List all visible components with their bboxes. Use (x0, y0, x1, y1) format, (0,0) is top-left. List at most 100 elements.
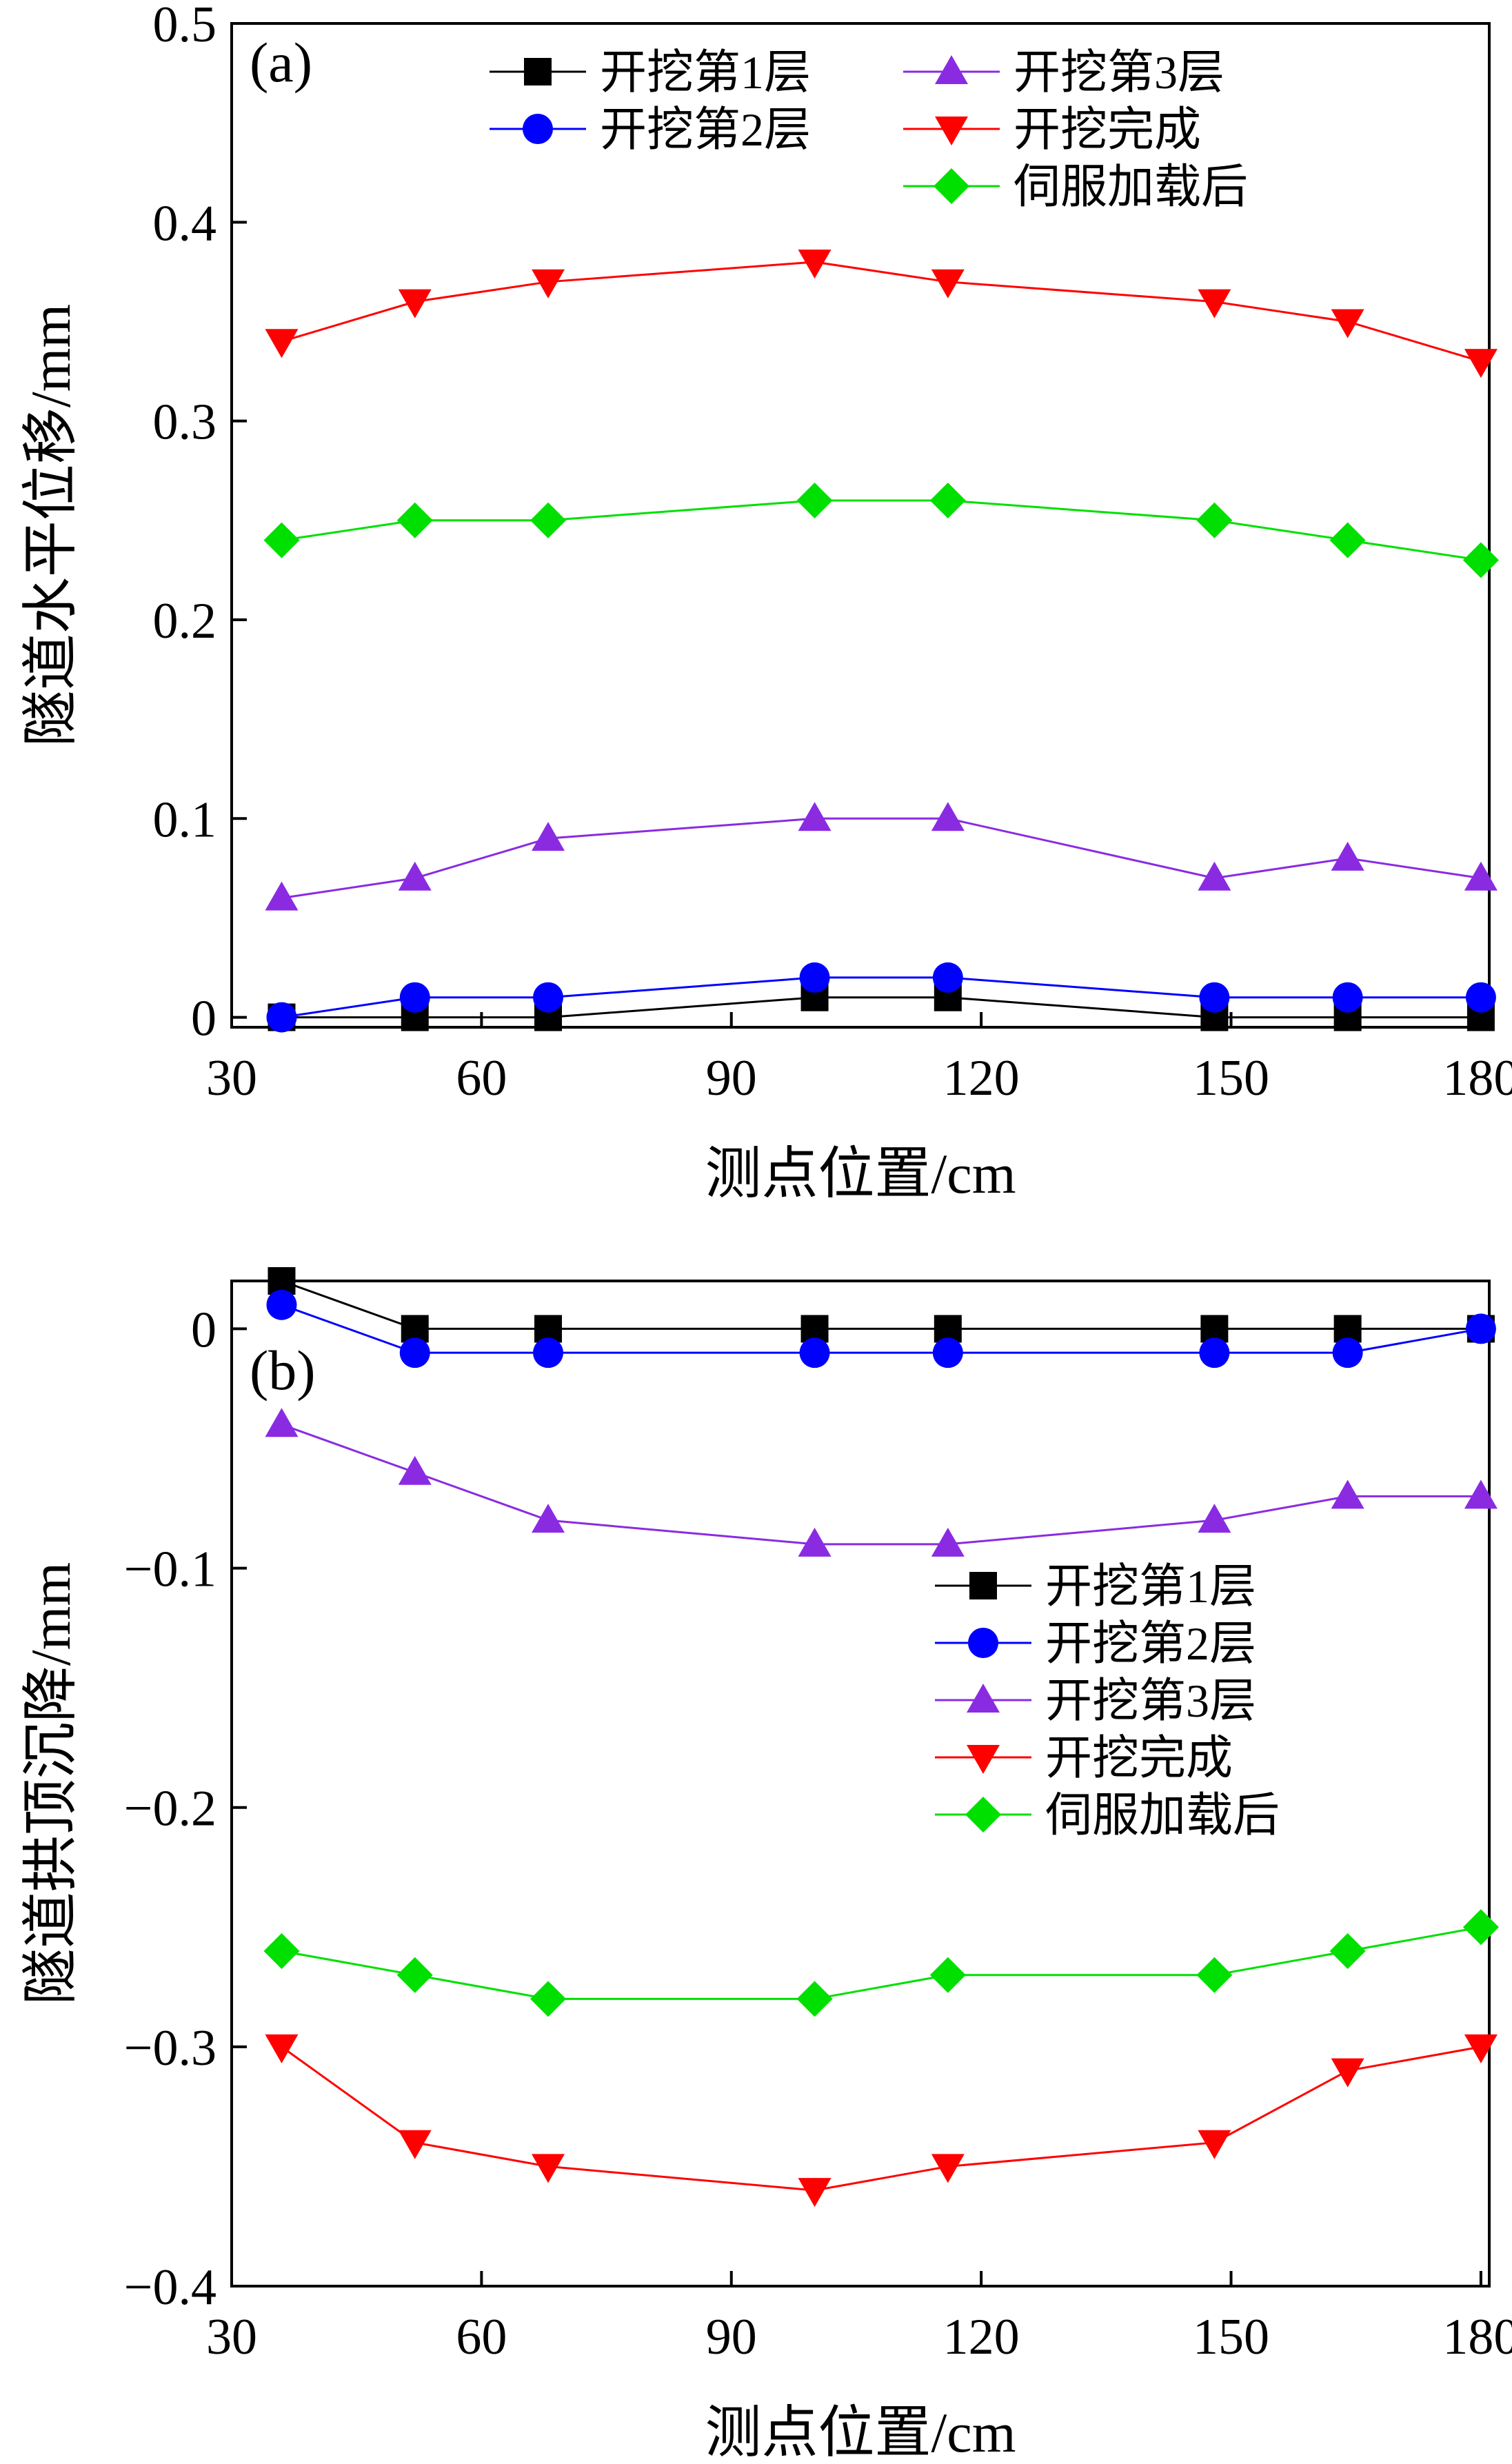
data-point (932, 1337, 963, 1369)
data-point (1464, 349, 1498, 378)
plot-frame (230, 1280, 1491, 2288)
legend-label: 伺服加载后 (1045, 1789, 1280, 1841)
legend-marker (935, 55, 968, 84)
series-4 (265, 249, 1498, 378)
series-line (281, 1304, 1482, 1354)
data-point (929, 482, 966, 518)
data-point (1198, 861, 1231, 891)
x-tick-label: 120 (943, 1050, 1020, 1107)
legend-marker (935, 117, 968, 145)
legend-item: 开挖完成 (903, 103, 1201, 156)
data-point (1199, 982, 1230, 1013)
data-point (396, 1957, 433, 1993)
y-tick-label: 0.4 (153, 195, 217, 252)
data-point (532, 1504, 565, 1533)
data-point (398, 289, 432, 319)
series-line (281, 1280, 1481, 1330)
data-point (796, 482, 833, 518)
y-axis-title: 隧道水平位移/mm (19, 304, 82, 747)
data-point (1198, 1504, 1231, 1533)
x-axis-title: 测点位置/cm (705, 2401, 1016, 2464)
data-point (263, 1933, 300, 1969)
data-point (398, 1455, 432, 1485)
series-line (281, 996, 1481, 1019)
series-2 (266, 1289, 1496, 1369)
series-line (281, 976, 1481, 1019)
series-line (281, 1423, 1481, 1546)
data-point (1465, 982, 1496, 1013)
data-point (796, 1981, 833, 2017)
series-4 (265, 2034, 1498, 2208)
legend-marker (965, 1797, 1001, 1832)
y-tick-label: 0 (191, 1302, 216, 1358)
legend-item: 伺服加载后 (903, 161, 1248, 213)
data-point (1332, 982, 1363, 1013)
panel-label: (a) (250, 31, 312, 94)
data-point (1198, 2130, 1231, 2159)
legend-item: 开挖第3层 (903, 46, 1224, 99)
y-tick-label: 0.5 (153, 0, 217, 53)
data-point (532, 2154, 565, 2183)
y-tick-label: −0.4 (124, 2259, 216, 2316)
data-point (931, 1527, 965, 1557)
x-tick-label: 60 (456, 1050, 507, 1107)
y-tick-label: 0 (191, 991, 216, 1047)
series-line (281, 1926, 1482, 2000)
data-point (398, 861, 432, 891)
series-line (281, 499, 1482, 561)
data-point (399, 1337, 430, 1369)
data-point (1464, 1480, 1498, 1509)
x-tick-label: 150 (1193, 1050, 1269, 1107)
y-tick-label: 0.1 (153, 791, 217, 848)
y-axis-title: 隧道拱顶沉降/mm (19, 1562, 82, 2005)
legend-item: 开挖第2层 (935, 1617, 1256, 1670)
x-tick-label: 180 (1442, 1050, 1512, 1107)
legend-item: 伺服加载后 (935, 1789, 1280, 1841)
legend-marker (934, 168, 969, 204)
series-3 (265, 1408, 1498, 1557)
x-tick-label: 30 (206, 2309, 257, 2365)
x-tick-label: 90 (706, 2309, 757, 2365)
x-tick-label: 180 (1442, 2309, 1512, 2365)
legend-marker (967, 1684, 1000, 1713)
data-point (931, 802, 965, 831)
data-point (799, 1337, 830, 1369)
data-point (1329, 1933, 1366, 1969)
data-point (1462, 542, 1499, 578)
data-point (1196, 1957, 1233, 1993)
legend-marker (524, 58, 552, 85)
x-tick-label: 60 (456, 2309, 507, 2365)
data-point (798, 802, 831, 831)
data-point (929, 1957, 966, 1993)
data-point (798, 249, 831, 279)
data-point (932, 962, 963, 993)
y-tick-label: −0.3 (124, 2020, 216, 2077)
legend-label: 开挖第3层 (1045, 1675, 1256, 1727)
y-tick-label: −0.1 (124, 1542, 216, 1598)
legend-label: 开挖完成 (1045, 1732, 1233, 1784)
data-point (1331, 309, 1364, 339)
data-point (533, 1337, 564, 1369)
data-point (798, 1527, 831, 1557)
data-point (266, 1002, 297, 1033)
data-point (532, 269, 565, 299)
data-point (1331, 2058, 1364, 2088)
series-3 (265, 802, 1498, 911)
legend-label: 伺服加载后 (1014, 161, 1248, 213)
data-point (398, 2130, 432, 2159)
series-line (281, 261, 1482, 363)
y-tick-label: 0.3 (153, 394, 217, 451)
data-point (266, 1289, 297, 1320)
data-point (931, 2154, 965, 2183)
legend-item: 开挖第1层 (935, 1560, 1256, 1613)
x-tick-label: 120 (943, 2309, 1020, 2365)
data-point (1464, 861, 1498, 891)
panel-a: 30 60 90 120 150 180 0 0.1 0.2 0.3 0.4 0.5 测点位置/cm 隧道… (19, 0, 1512, 1205)
series-2 (266, 962, 1496, 1033)
legend-label: 开挖第1层 (1045, 1560, 1256, 1613)
data-point (931, 269, 965, 299)
series-line (281, 817, 1482, 900)
legend-item: 开挖第1层 (490, 46, 811, 99)
